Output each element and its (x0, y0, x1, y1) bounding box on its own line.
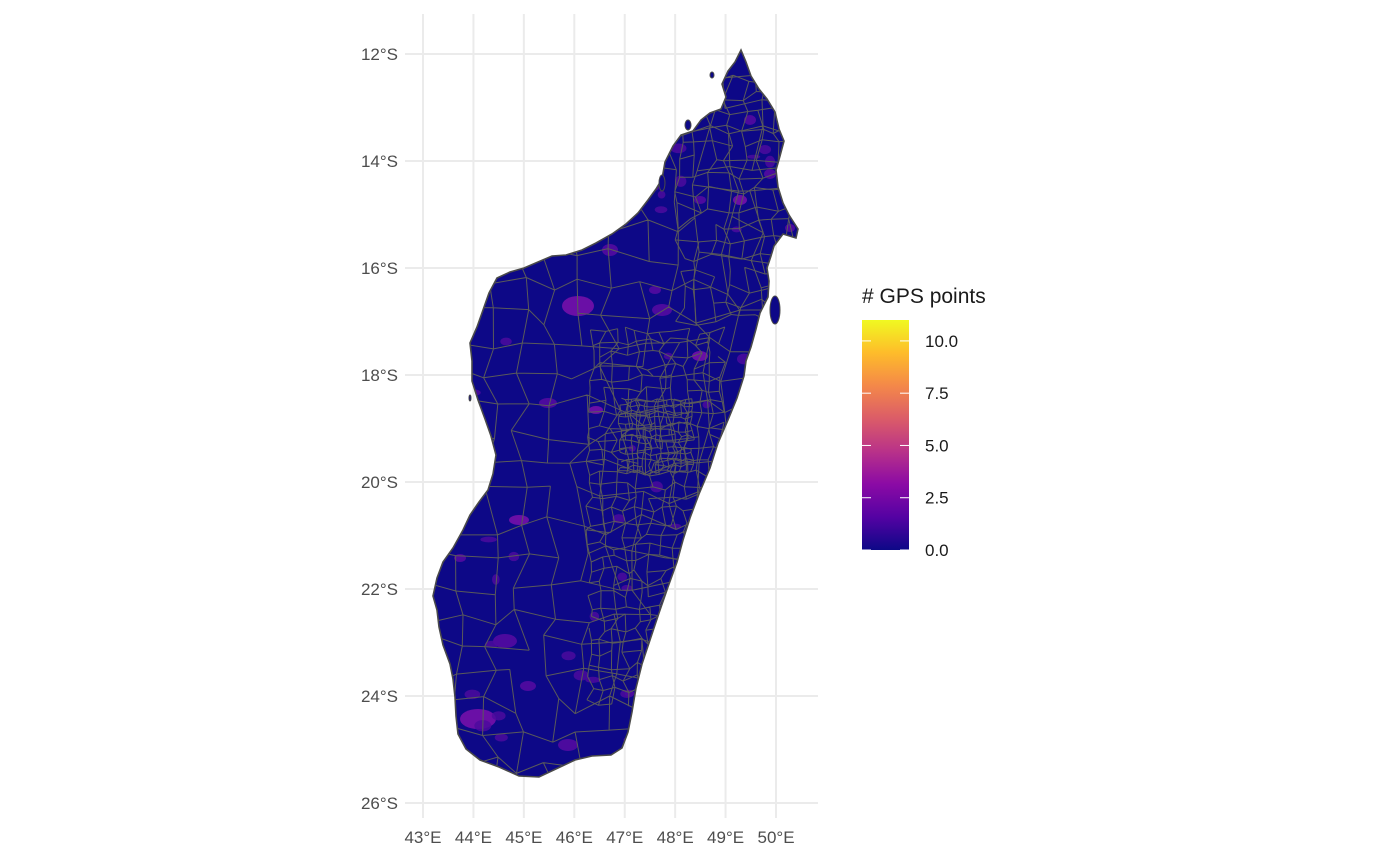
district-highlight (771, 501, 788, 506)
x-tick-label: 44°E (455, 828, 492, 847)
x-tick-label: 49°E (707, 828, 744, 847)
islet (468, 394, 472, 402)
district-highlight (573, 670, 589, 681)
legend-tick-label: 10.0 (925, 332, 958, 351)
district-highlight (725, 625, 736, 637)
x-tick-label: 47°E (606, 828, 643, 847)
district-highlight (635, 705, 648, 714)
district-border-mesh (617, 397, 695, 475)
district-highlight (492, 574, 500, 585)
district-highlight (585, 676, 601, 683)
district-highlight (602, 244, 618, 256)
district-highlight (558, 739, 578, 751)
x-tick-label: 45°E (505, 828, 542, 847)
legend-colorbar (862, 320, 909, 550)
district-highlight (652, 304, 672, 316)
madagascar-island (433, 50, 798, 777)
district-highlight (500, 337, 512, 346)
district-highlight (721, 503, 736, 510)
district-highlight (759, 145, 772, 155)
island-outline (432, 48, 799, 778)
district-highlight (654, 206, 668, 214)
district-highlight (454, 390, 462, 403)
color-legend: # GPS points 10.0 7.5 5.0 2.5 0.0 (862, 285, 986, 560)
y-tick-label: 22°S (361, 580, 398, 599)
islet (684, 119, 692, 131)
x-tick-label: 46°E (556, 828, 593, 847)
district-highlight (720, 449, 734, 459)
district-highlight (766, 487, 775, 494)
district-highlight (531, 161, 541, 170)
y-tick-label: 20°S (361, 473, 398, 492)
legend-tick-label: 2.5 (925, 489, 949, 508)
district-highlight (494, 55, 506, 67)
district-highlight (650, 481, 663, 493)
y-tick-label: 12°S (361, 45, 398, 64)
district-highlight (555, 145, 564, 151)
latitude-axis: 12°S 14°S 16°S 18°S 20°S 22°S 24°S 26°S (361, 45, 398, 813)
x-tick-label: 43°E (404, 828, 441, 847)
district-highlight (760, 667, 778, 680)
legend-ticks: 10.0 7.5 5.0 2.5 0.0 (862, 332, 958, 560)
district-highlight (612, 514, 626, 524)
x-tick-label: 50°E (757, 828, 794, 847)
legend-tick-label: 7.5 (925, 384, 949, 403)
district-highlight (539, 398, 557, 408)
district-highlight (494, 733, 508, 742)
district-highlight (589, 406, 603, 414)
district-highlight (520, 681, 536, 691)
longitude-axis: 43°E 44°E 45°E 46°E 47°E 48°E 49°E 50°E (404, 828, 794, 847)
islet (658, 174, 666, 192)
legend-title: # GPS points (862, 285, 986, 308)
district-highlight (744, 115, 756, 125)
district-highlight (554, 121, 568, 132)
district-highlight (508, 551, 520, 562)
district-highlight (649, 286, 661, 294)
y-tick-label: 16°S (361, 259, 398, 278)
district-highlight (491, 711, 506, 721)
district-highlight (578, 222, 596, 228)
district-highlight (674, 175, 687, 187)
x-tick-label: 48°E (657, 828, 694, 847)
district-highlight (561, 651, 576, 661)
district-highlight (618, 140, 634, 145)
district-highlight (751, 386, 760, 392)
district-highlight (735, 452, 754, 463)
y-tick-label: 26°S (361, 794, 398, 813)
district-highlight (747, 154, 761, 159)
y-tick-label: 18°S (361, 366, 398, 385)
legend-tick-label: 5.0 (925, 436, 949, 455)
y-tick-label: 14°S (361, 152, 398, 171)
district-highlight (509, 515, 529, 525)
district-highlight (464, 689, 481, 700)
district-highlight (702, 401, 711, 409)
district-highlight (480, 536, 497, 543)
legend-tick-label: 0.0 (925, 541, 949, 560)
y-tick-label: 24°S (361, 687, 398, 706)
district-highlight (543, 60, 557, 66)
district-highlight (657, 190, 666, 199)
islet (769, 295, 781, 325)
district-highlight (617, 572, 628, 582)
islet (709, 71, 715, 79)
district-highlight (485, 640, 500, 648)
